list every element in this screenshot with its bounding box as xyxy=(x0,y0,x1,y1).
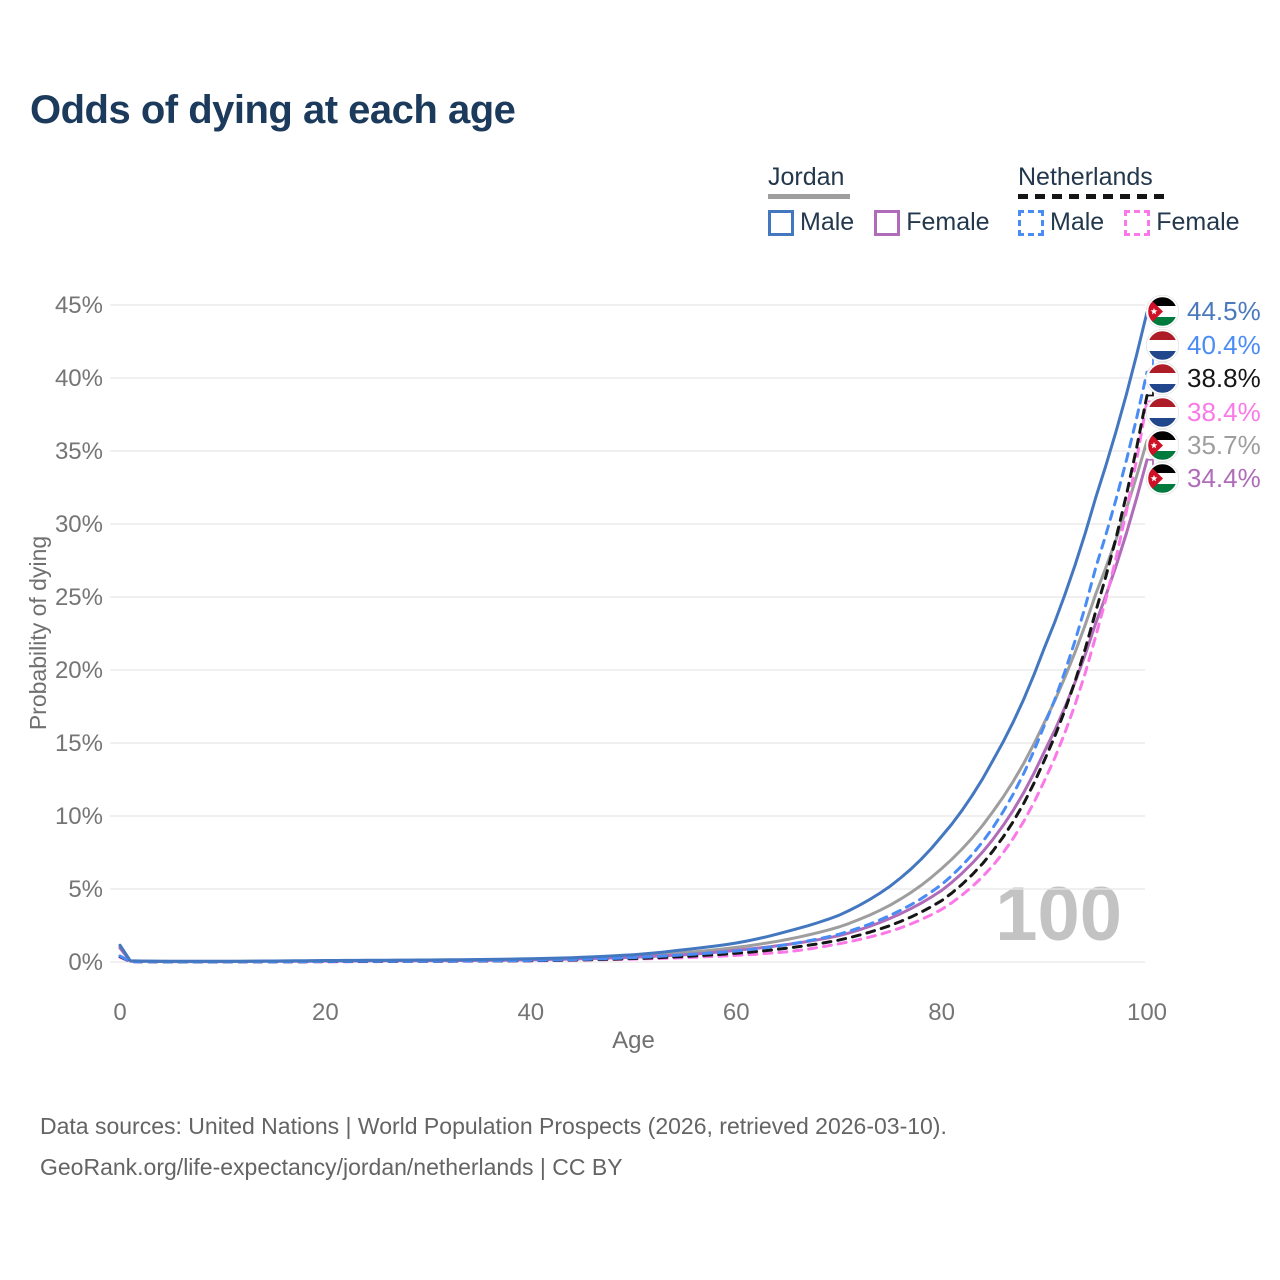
x-tick-label: 0 xyxy=(113,999,126,1026)
netherlands-female-swatch-icon xyxy=(1124,209,1151,236)
end-label-value: 38.4% xyxy=(1187,396,1261,427)
series-line-netherlands-female xyxy=(118,399,1149,964)
jordan-male-swatch-icon xyxy=(768,209,794,236)
jordan-flag-icon xyxy=(1146,295,1179,328)
end-label-netherlands-female: 38.4% xyxy=(1146,395,1261,429)
netherlands-flag-icon xyxy=(1146,329,1179,362)
y-tick-label: 45% xyxy=(55,292,103,319)
legend-item-jordan-female[interactable]: Female xyxy=(874,208,990,237)
legend-item-netherlands-male[interactable]: Male xyxy=(1018,208,1104,237)
y-tick-label: 30% xyxy=(55,511,103,538)
end-label-jordan: 35.7% xyxy=(1146,428,1261,462)
legend-label: Male xyxy=(800,208,855,236)
jordan-female-swatch-icon xyxy=(874,209,901,236)
x-tick-label: 20 xyxy=(312,999,339,1026)
jordan-line-style-swatch xyxy=(768,194,850,199)
legend-item-jordan-male[interactable]: Male xyxy=(768,208,854,237)
y-tick-label: 0% xyxy=(68,949,103,976)
y-tick-label: 35% xyxy=(55,438,103,465)
legend-label: Female xyxy=(906,208,990,236)
end-label-value: 44.5% xyxy=(1187,295,1261,326)
y-tick-label: 5% xyxy=(68,876,103,903)
series-line-jordan xyxy=(118,439,1149,963)
netherlands-male-swatch-icon xyxy=(1018,209,1044,236)
netherlands-flag-icon xyxy=(1146,396,1179,429)
series-line-netherlands-male xyxy=(118,370,1149,964)
netherlands-line-style-swatch xyxy=(1018,194,1166,199)
jordan-flag-icon xyxy=(1146,429,1179,462)
attribution-line: GeoRank.org/life-expectancy/jordan/nethe… xyxy=(40,1154,623,1180)
page-title: Odds of dying at each age xyxy=(30,88,516,132)
end-label-netherlands: 38.8% xyxy=(1146,361,1261,395)
legend-country-jordan: Jordan xyxy=(768,163,845,191)
end-label-netherlands-male: 40.4% xyxy=(1146,328,1261,362)
end-label-value: 35.7% xyxy=(1187,429,1261,460)
watermark: 100 xyxy=(995,872,1122,957)
data-sources-line: Data sources: United Nations | World Pop… xyxy=(40,1113,947,1139)
series-line-netherlands xyxy=(118,394,1149,964)
series-line-jordan-male xyxy=(118,310,1149,963)
end-label-value: 38.8% xyxy=(1187,362,1261,393)
x-tick-label: 100 xyxy=(1127,999,1167,1026)
end-label-value: 34.4% xyxy=(1187,462,1261,493)
legend-group-jordan: Jordan Male Female xyxy=(768,163,990,237)
end-label-jordan-male: 44.5% xyxy=(1146,294,1261,328)
end-label-jordan-female: 34.4% xyxy=(1146,461,1261,495)
y-tick-label: 15% xyxy=(55,730,103,757)
x-tick-label: 40 xyxy=(517,999,544,1026)
y-tick-label: 25% xyxy=(55,584,103,611)
y-axis-title: Probability of dying xyxy=(25,536,51,730)
legend-country-netherlands: Netherlands xyxy=(1018,163,1153,191)
legend-label: Male xyxy=(1050,208,1105,236)
x-axis-title: Age xyxy=(612,1027,655,1054)
x-tick-label: 60 xyxy=(723,999,750,1026)
netherlands-flag-icon xyxy=(1146,362,1179,395)
legend-label: Female xyxy=(1156,208,1240,236)
end-label-value: 40.4% xyxy=(1187,329,1261,360)
jordan-flag-icon xyxy=(1146,462,1179,495)
y-tick-label: 40% xyxy=(55,365,103,392)
x-tick-label: 80 xyxy=(928,999,955,1026)
y-tick-label: 20% xyxy=(55,657,103,684)
footer: Data sources: United Nations | World Pop… xyxy=(40,1106,947,1188)
series-line-jordan-female xyxy=(118,458,1149,964)
legend-item-netherlands-female[interactable]: Female xyxy=(1124,208,1240,237)
y-tick-label: 10% xyxy=(55,803,103,830)
legend-group-netherlands: Netherlands Male Female xyxy=(1018,163,1240,237)
